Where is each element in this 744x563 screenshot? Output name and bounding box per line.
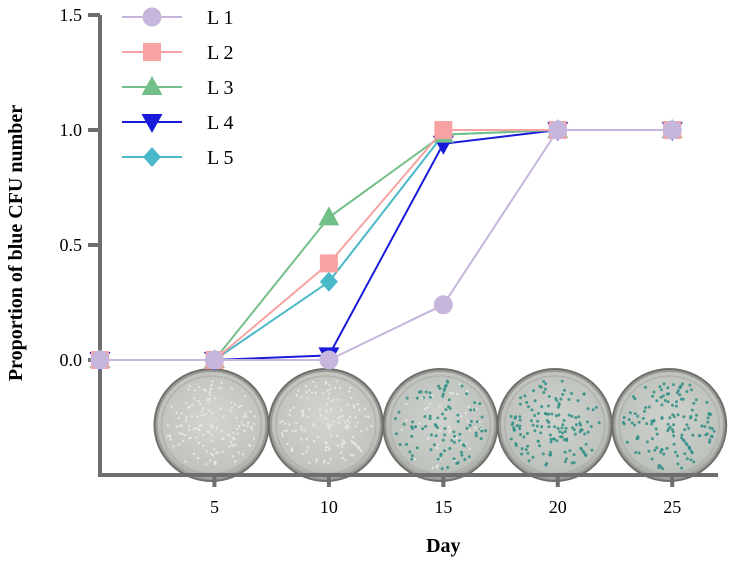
legend-item-2: L 2	[122, 42, 233, 64]
series-line	[100, 129, 673, 361]
data-point	[319, 350, 339, 370]
legend-marker	[141, 76, 163, 95]
petri-dish-day-25	[611, 368, 728, 482]
legend-marker	[143, 43, 161, 61]
y-tick-label: 1.0	[60, 120, 83, 140]
data-point	[433, 295, 453, 315]
series-line	[100, 129, 673, 361]
x-tick-label: 25	[663, 497, 681, 517]
x-axis-title: Day	[426, 535, 460, 557]
data-point	[319, 271, 338, 292]
legend-label: L 3	[207, 77, 233, 99]
series-line	[100, 129, 673, 361]
petri-dish-photos	[153, 368, 728, 482]
series-4	[89, 122, 683, 371]
x-tick-label: 10	[320, 497, 338, 517]
y-tick-label: 0.5	[60, 235, 83, 255]
legend-label: L 2	[207, 42, 233, 64]
data-point	[318, 206, 340, 226]
legend-marker	[142, 7, 162, 27]
series-line	[100, 129, 673, 361]
legend-marker	[143, 147, 161, 167]
axes: 0.0 0.5 1.0 1.5 5 10 15 20 25 Day Proportion of bl…	[5, 5, 718, 557]
series-line	[100, 129, 673, 361]
data-point	[204, 350, 224, 370]
y-axis-title: Proportion of blue CFU number	[5, 105, 27, 381]
data-point	[90, 350, 110, 370]
data-point	[434, 121, 453, 139]
data-series	[89, 119, 683, 371]
legend: L 1 L 2 L 3 L 4 L 5	[122, 7, 233, 169]
legend-marker	[141, 114, 163, 133]
legend-item-4: L 4	[122, 112, 233, 134]
x-tick-label: 15	[434, 497, 452, 517]
y-tick-label: 1.5	[60, 5, 83, 25]
legend-item-1: L 1	[122, 7, 233, 29]
x-tick-label: 20	[549, 497, 567, 517]
legend-label: L 1	[207, 7, 233, 29]
data-point	[662, 120, 682, 140]
data-point	[548, 120, 568, 140]
petri-dish-day-5	[153, 368, 270, 482]
x-tick-label: 5	[210, 497, 219, 517]
series-1	[90, 120, 682, 370]
petri-dish-day-10	[267, 368, 384, 482]
petri-dish-day-15	[382, 368, 499, 482]
legend-label: L 4	[207, 112, 233, 134]
petri-dish-day-20	[496, 368, 613, 482]
y-tick-label: 0.0	[60, 350, 83, 370]
legend-item-5: L 5	[122, 147, 233, 169]
legend-label: L 5	[207, 147, 233, 169]
data-point	[319, 254, 338, 273]
legend-item-3: L 3	[122, 76, 233, 99]
